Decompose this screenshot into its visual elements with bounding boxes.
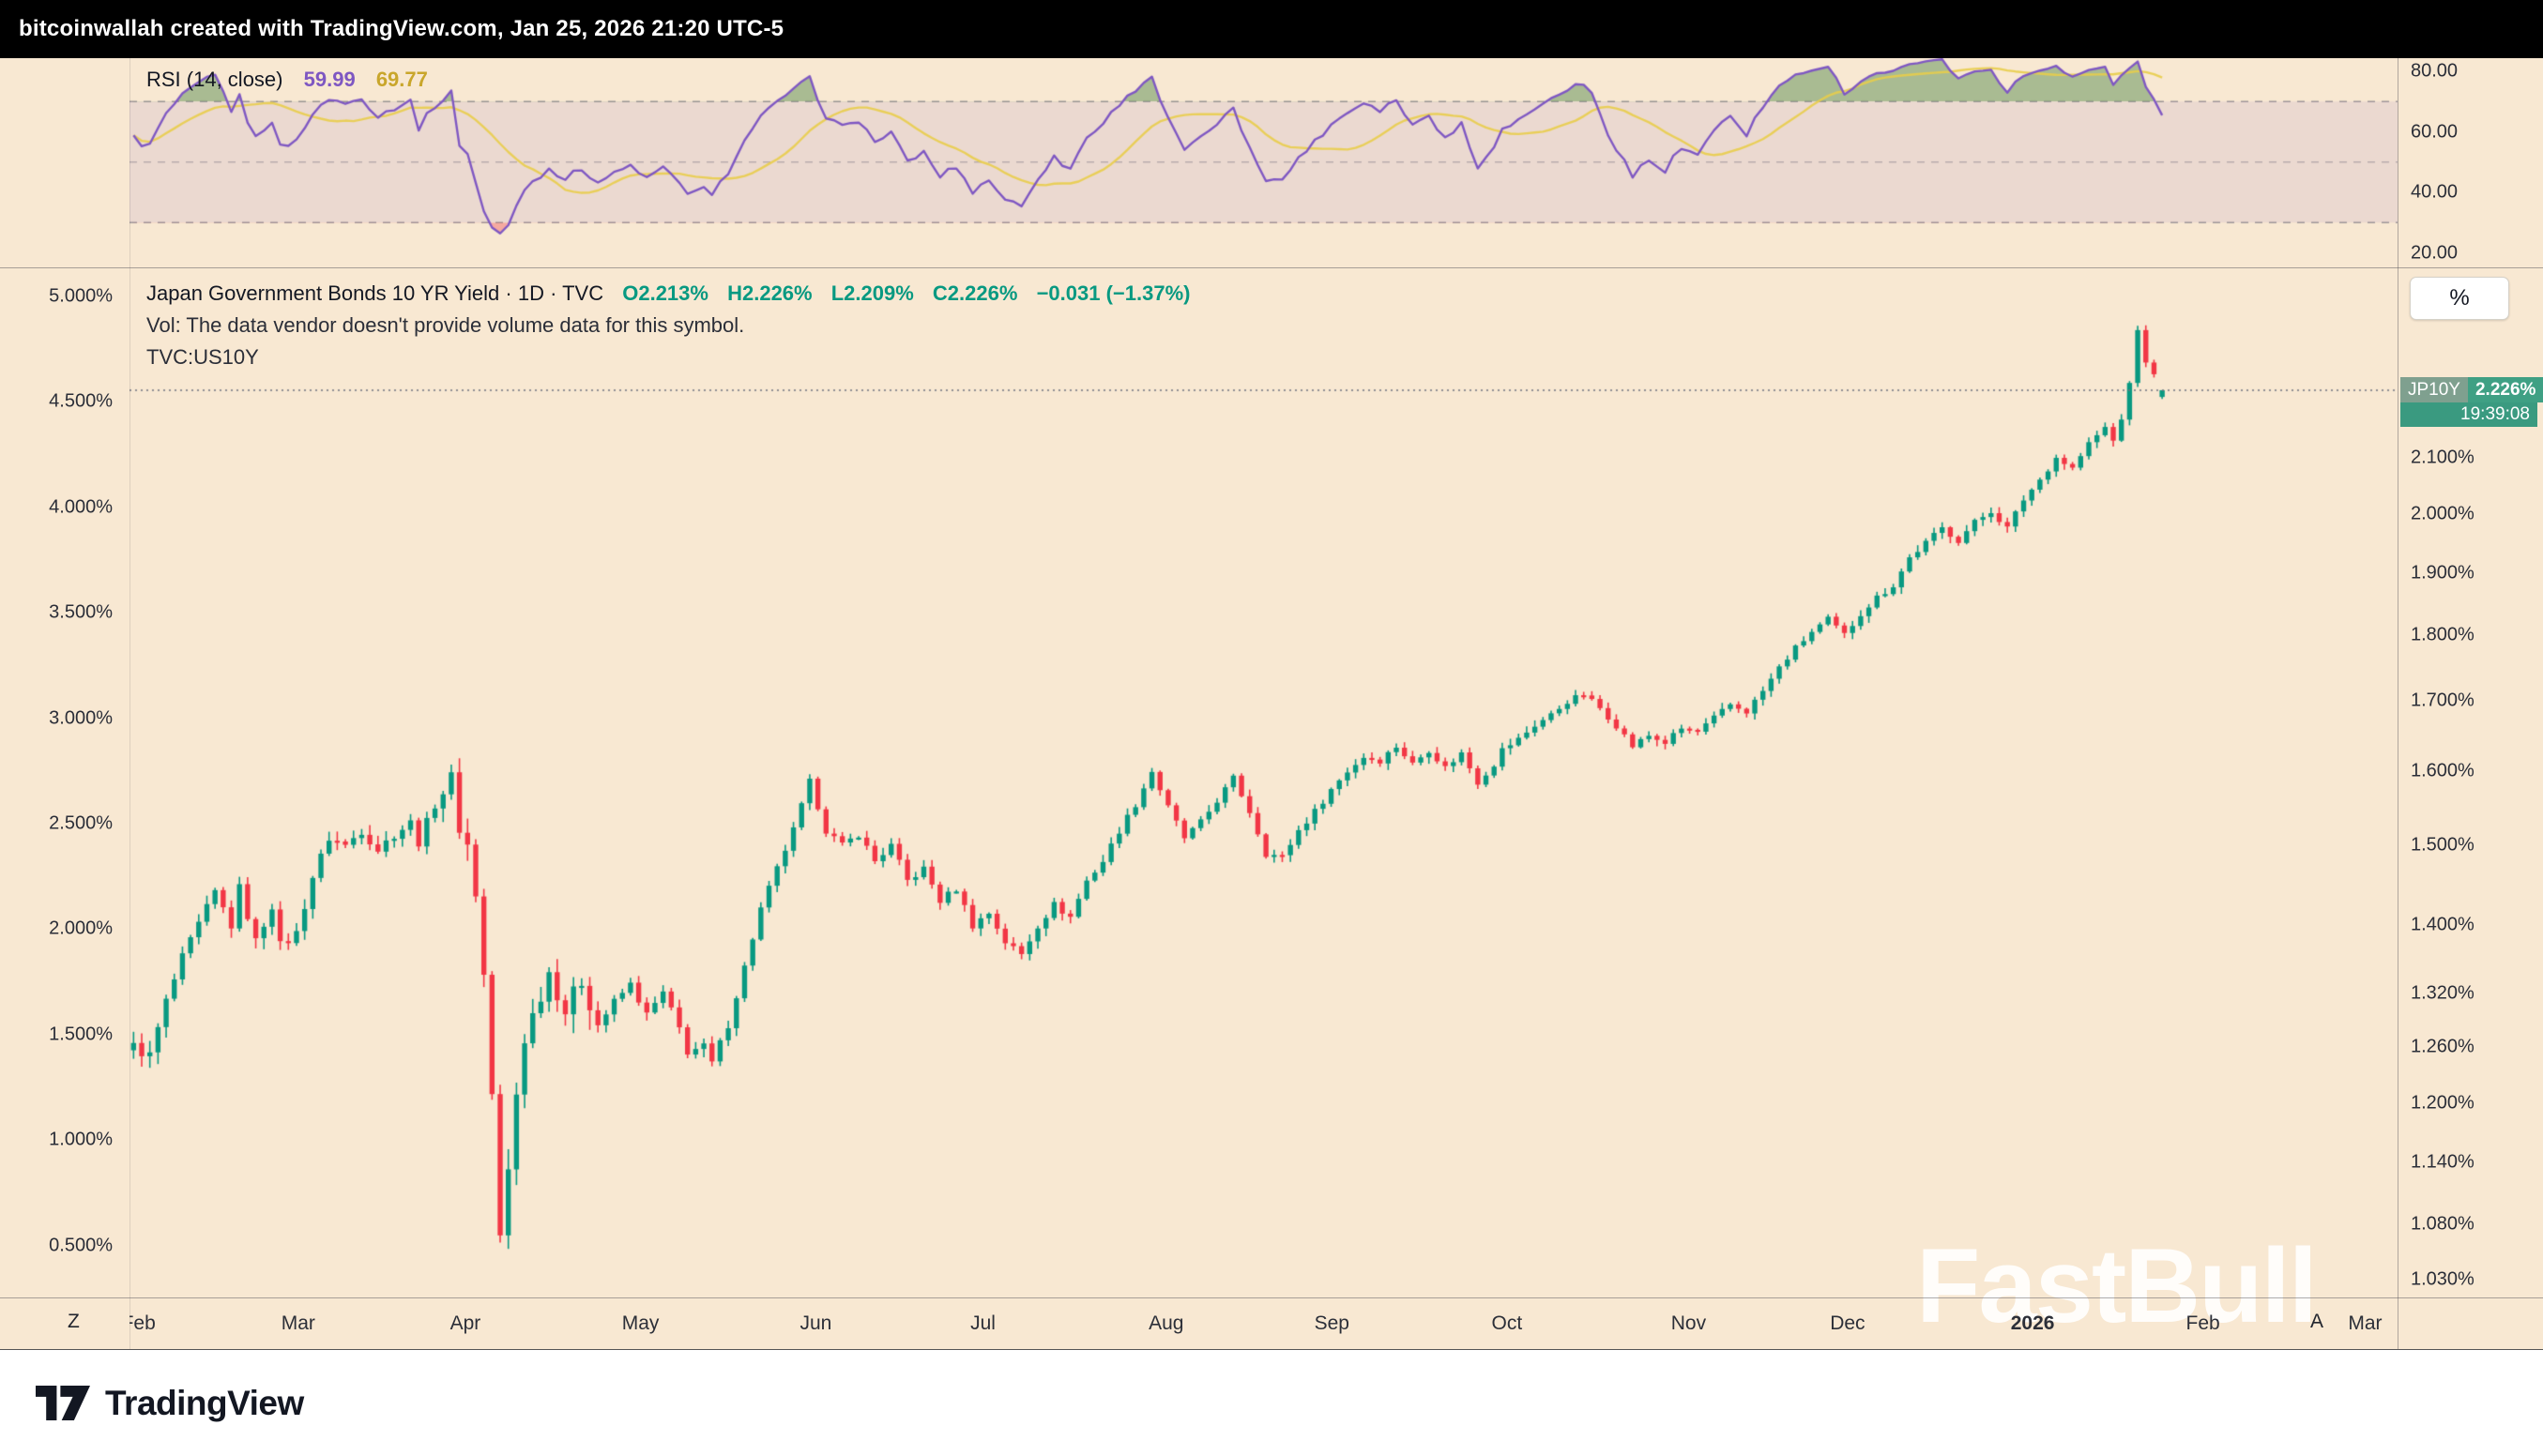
time-axis-label: Aug <box>1149 1312 1184 1334</box>
right-price-axis[interactable]: 2.100% 2.000% 1.900% 1.800% 1.700% 1.600% 1.50… <box>2398 267 2543 1297</box>
rsi-price-axis[interactable]: 80.00 60.00 40.00 20.00 <box>2398 58 2543 267</box>
left-axis-tick: 3.000% <box>49 707 113 729</box>
rsi-ma-value: 69.77 <box>375 68 428 91</box>
right-axis-tick: 1.260% <box>2411 1036 2474 1057</box>
left-axis-tick: 1.500% <box>49 1024 113 1045</box>
rsi-pane-canvas[interactable] <box>129 58 2398 267</box>
left-price-axis[interactable]: 5.000% 4.500% 4.000% 3.500% 3.000% 2.500% 2.00… <box>0 267 129 1297</box>
right-axis-tick: 1.140% <box>2411 1151 2474 1173</box>
right-axis-tick: 1.200% <box>2411 1092 2474 1114</box>
last-price-row: JP10Y 2.226% <box>2400 377 2543 402</box>
rsi-axis-tick: 60.00 <box>2411 121 2459 142</box>
rsi-legend-label: RSI (14, close) <box>146 68 283 91</box>
right-axis-tick: 2.000% <box>2411 503 2474 524</box>
rsi-axis-tick: 80.00 <box>2411 60 2459 82</box>
time-axis-left-hint: Z <box>68 1311 80 1332</box>
rsi-axis-tick: 20.00 <box>2411 242 2459 264</box>
ohlc-high: H2.226% <box>727 281 813 305</box>
ohlc-change: −0.031 (−1.37%) <box>1036 281 1191 305</box>
left-axis-tick: 1.000% <box>49 1129 113 1150</box>
percent-scale-button[interactable]: % <box>2410 277 2509 320</box>
right-axis-tick: 1.320% <box>2411 982 2474 1004</box>
time-axis-label: Oct <box>1491 1312 1523 1334</box>
time-axis-label: Jun <box>799 1312 832 1334</box>
time-axis-label: Nov <box>1670 1312 1707 1334</box>
fastbull-watermark: FastBull <box>1916 1227 2318 1344</box>
rsi-legend[interactable]: RSI (14, close) 59.99 69.77 <box>146 68 428 92</box>
rsi-value: 59.99 <box>303 68 356 91</box>
time-axis-label: Apr <box>449 1312 481 1334</box>
price-label-symbol: JP10Y <box>2400 377 2468 402</box>
price-chart-canvas[interactable] <box>129 267 2398 1297</box>
pane-divider-main-timeaxis <box>0 1297 2543 1298</box>
pane-divider-rsi-main[interactable] <box>0 267 2543 268</box>
tradingview-logo[interactable]: TradingView <box>36 1384 304 1423</box>
symbol-legend[interactable]: Japan Government Bonds 10 YR Yield · 1D … <box>146 278 1190 373</box>
attribution-bar: bitcoinwallah created with TradingView.c… <box>0 0 2543 58</box>
right-axis-tick: 1.400% <box>2411 914 2474 935</box>
time-axis-label: Dec <box>1830 1312 1865 1334</box>
bar-countdown: 19:39:08 <box>2400 402 2537 427</box>
right-axis-tick: 1.080% <box>2411 1213 2474 1235</box>
time-axis-label: May <box>621 1312 660 1334</box>
time-axis-right-hint: A <box>2310 1311 2324 1332</box>
symbol-title: Japan Government Bonds 10 YR Yield · 1D … <box>146 281 604 305</box>
right-axis-tick: 1.900% <box>2411 562 2474 584</box>
tradingview-logo-icon <box>36 1386 90 1420</box>
legend-row-volume-note: Vol: The data vendor doesn't provide vol… <box>146 313 745 337</box>
right-axis-tick: 1.030% <box>2411 1268 2474 1290</box>
left-axis-tick: 2.000% <box>49 918 113 939</box>
chart-bottom-border <box>0 1349 2543 1350</box>
rsi-axis-tick: 40.00 <box>2411 181 2459 203</box>
time-axis-label: Feb <box>129 1312 156 1334</box>
right-axis-tick: 1.600% <box>2411 760 2474 781</box>
tradingview-wordmark: TradingView <box>105 1383 304 1422</box>
time-axis[interactable]: Feb Mar Apr May Jun Jul Aug Sep Oct Nov Dec 2026 Feb… <box>129 1297 2398 1349</box>
right-axis-tick: 2.100% <box>2411 447 2474 468</box>
legend-row-symbol: Japan Government Bonds 10 YR Yield · 1D … <box>146 278 1190 310</box>
right-axis-tick: 1.500% <box>2411 834 2474 856</box>
right-axis-tick: 1.700% <box>2411 690 2474 711</box>
time-axis-label: Jul <box>970 1312 996 1334</box>
last-price-label: JP10Y 2.226% 19:39:08 <box>2400 377 2543 427</box>
legend-row-overlay-symbol: TVC:US10Y <box>146 345 259 369</box>
left-axis-tick: 5.000% <box>49 285 113 307</box>
left-axis-tick: 3.500% <box>49 601 113 623</box>
time-axis-label: Mar <box>281 1312 315 1334</box>
left-axis-tick: 2.500% <box>49 812 113 834</box>
left-axis-tick: 4.500% <box>49 390 113 412</box>
left-axis-tick: 0.500% <box>49 1235 113 1256</box>
time-axis-label: Sep <box>1314 1312 1349 1334</box>
footer-bar: TradingView <box>0 1350 2543 1456</box>
ohlc-open: O2.213% <box>622 281 708 305</box>
ohlc-low: L2.209% <box>830 281 914 305</box>
ohlc-close: C2.226% <box>932 281 1018 305</box>
time-axis-label: 2026 <box>2010 1312 2055 1334</box>
left-axis-border <box>129 58 130 1349</box>
price-label-value: 2.226% <box>2467 377 2543 402</box>
time-axis-label: Feb <box>2185 1312 2220 1334</box>
time-axis-label: Mar <box>2348 1312 2383 1334</box>
left-axis-tick: 4.000% <box>49 496 113 518</box>
right-axis-tick: 1.800% <box>2411 624 2474 645</box>
attribution-text: bitcoinwallah created with TradingView.c… <box>19 16 784 41</box>
